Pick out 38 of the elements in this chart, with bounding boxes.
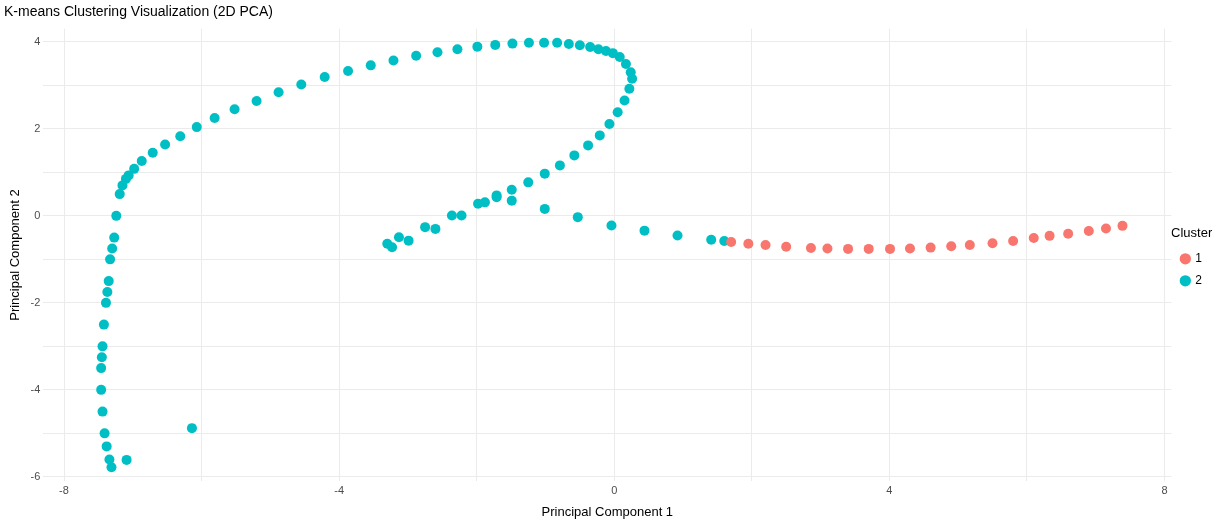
- y-tick-label: -4: [30, 382, 41, 395]
- point: [925, 242, 936, 253]
- x-tick-label: 0: [611, 483, 618, 496]
- point: [1063, 228, 1074, 239]
- point: [863, 243, 874, 254]
- point: [964, 240, 975, 250]
- point: [1083, 226, 1094, 237]
- point: [1044, 230, 1055, 241]
- x-tick-label: -4: [334, 483, 345, 496]
- point: [760, 240, 771, 250]
- point: [805, 243, 816, 254]
- point: [726, 236, 737, 247]
- x-axis-title: Principal Component 1: [541, 503, 674, 519]
- y-tick-label: 0: [34, 208, 41, 221]
- point: [885, 243, 896, 254]
- y-tick-label: 4: [34, 34, 41, 47]
- x-tick-label: -8: [59, 483, 69, 496]
- point: [1100, 223, 1111, 234]
- legend-title: Cluster: [1171, 225, 1213, 241]
- legend-label: 1: [1195, 251, 1203, 266]
- legend-label: 2: [1195, 273, 1203, 288]
- y-axis-title: Principal Component 2: [7, 189, 23, 321]
- y-tick-label: -2: [30, 295, 41, 308]
- point: [1008, 236, 1019, 247]
- point: [743, 238, 754, 249]
- point: [1117, 220, 1128, 231]
- point: [781, 241, 792, 252]
- x-tick-label: 8: [1161, 483, 1168, 496]
- point: [946, 241, 957, 252]
- point: [987, 238, 998, 249]
- point: [843, 243, 854, 254]
- point: [822, 243, 833, 254]
- x-tick-label: 4: [886, 483, 893, 496]
- chart-title: K-means Clustering Visualization (2D PCA): [4, 3, 273, 20]
- y-tick-label: 2: [34, 121, 41, 134]
- point: [904, 243, 915, 254]
- point: [1028, 233, 1039, 244]
- y-tick-label: -6: [30, 469, 41, 482]
